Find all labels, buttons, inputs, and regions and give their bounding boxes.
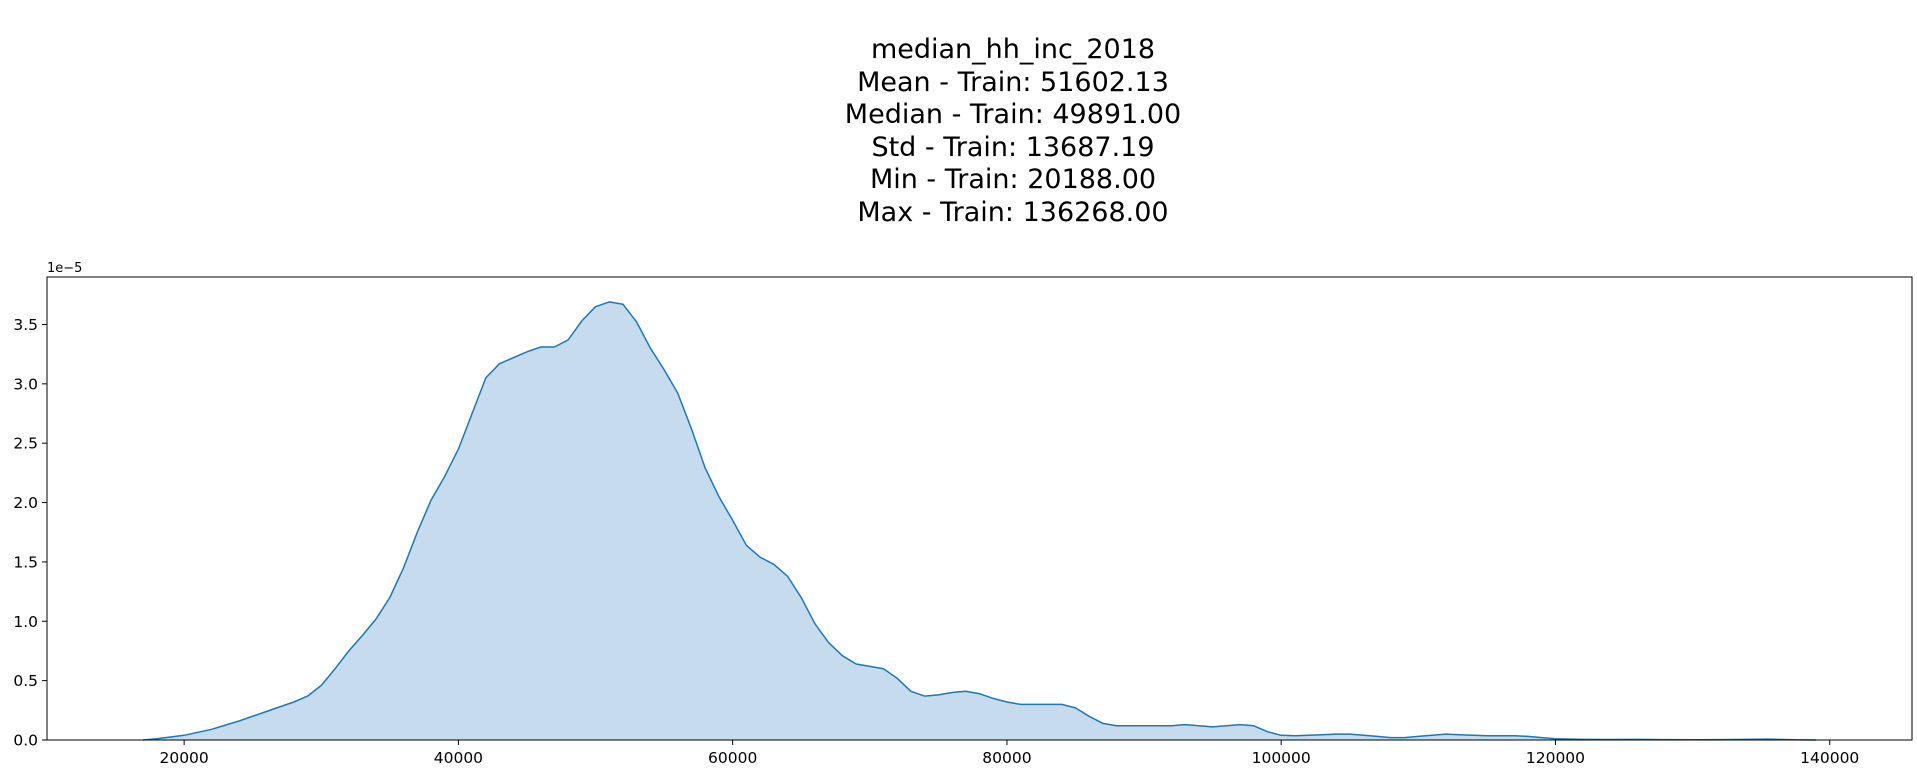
y-tick-label: 2.0 xyxy=(13,494,38,512)
title-variable-name: median_hh_inc_2018 xyxy=(870,34,1156,65)
y-tick-label: 3.5 xyxy=(13,316,38,334)
chart-title: median_hh_inc_2018 Mean - Train: 51602.1… xyxy=(0,34,1917,229)
title-max: Max - Train: 136268.00 xyxy=(857,196,1169,228)
title-min: Min - Train: 20188.00 xyxy=(869,164,1157,195)
y-tick-label: 0.0 xyxy=(13,732,38,750)
density-area-fill xyxy=(143,301,1816,740)
axes: 20000 40000 60000 80000 100000 120000 140000 0.… xyxy=(13,276,1913,767)
x-tick-label: 20000 xyxy=(159,749,208,767)
y-tick-label: 3.0 xyxy=(13,375,38,393)
x-tick-label: 140000 xyxy=(1800,749,1859,767)
y-tick-label: 2.5 xyxy=(13,435,38,453)
y-tick-label: 1.5 xyxy=(13,553,38,571)
x-tick-label: 40000 xyxy=(434,749,483,767)
x-tick-label: 120000 xyxy=(1526,749,1585,767)
y-offset-label: 1e−5 xyxy=(47,261,82,276)
x-tick-label: 80000 xyxy=(982,749,1031,767)
axes-frame xyxy=(46,276,1913,741)
title-median: Median - Train: 49891.00 xyxy=(844,99,1182,130)
title-mean: Mean - Train: 51602.13 xyxy=(857,66,1169,98)
density-curve-line xyxy=(142,301,1817,741)
x-tick-label: 100000 xyxy=(1252,749,1311,767)
plot-area xyxy=(142,301,1817,741)
y-tick-label: 0.5 xyxy=(13,672,38,690)
y-tick-label: 1.0 xyxy=(13,613,38,631)
x-tick-label: 60000 xyxy=(708,749,757,767)
title-std: Std - Train: 13687.19 xyxy=(871,131,1155,163)
